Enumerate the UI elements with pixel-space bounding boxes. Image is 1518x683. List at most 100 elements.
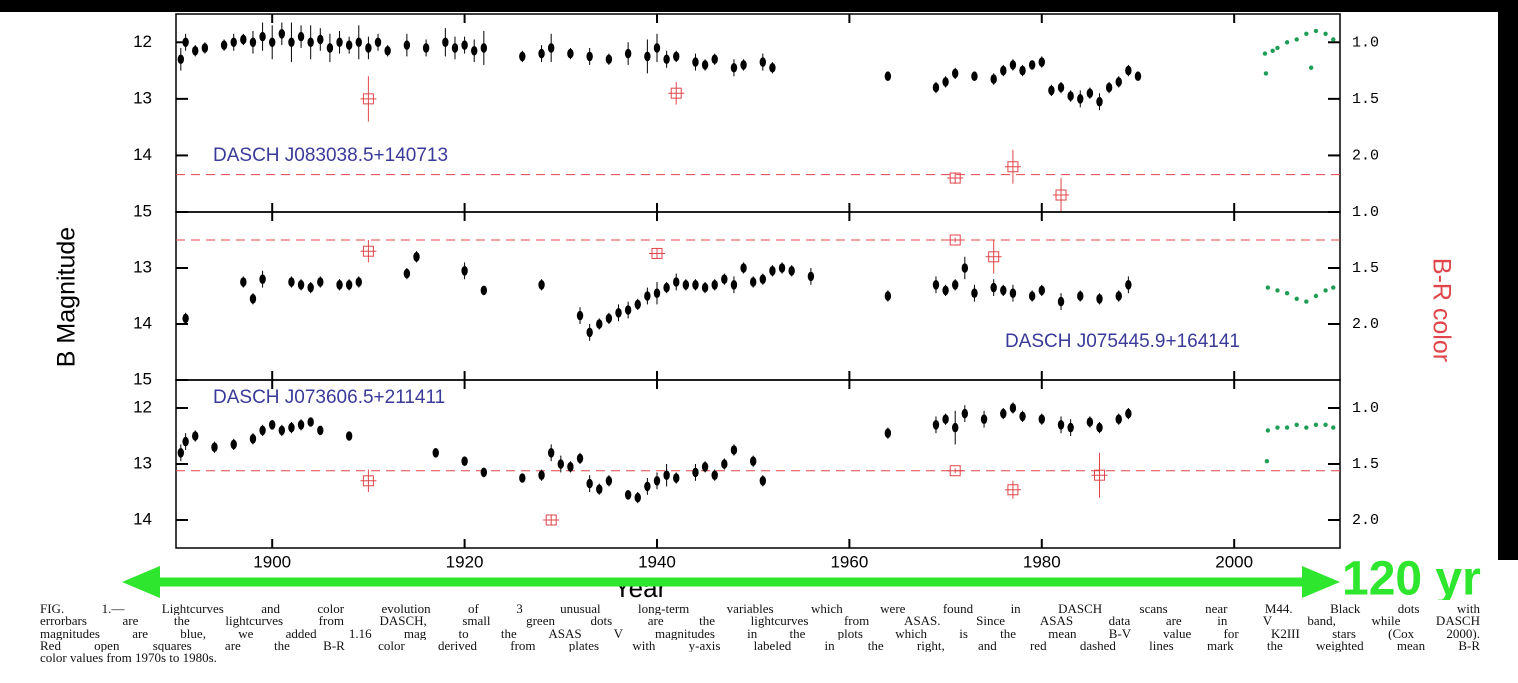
dasch-point <box>692 53 699 71</box>
asas-point <box>1270 48 1275 53</box>
asas-point <box>1284 425 1290 430</box>
dasch-point <box>1038 56 1045 68</box>
dot <box>1048 85 1055 96</box>
dot <box>480 285 488 296</box>
dasch-point <box>480 467 488 478</box>
dasch-point <box>336 279 343 291</box>
dot <box>692 57 699 67</box>
dot <box>249 37 257 48</box>
x-tick-label: 1940 <box>638 552 676 571</box>
dot <box>403 268 411 279</box>
dasch-point <box>1057 81 1065 94</box>
dasch-point <box>1019 64 1026 77</box>
dot <box>721 274 728 285</box>
dot <box>884 291 892 301</box>
dasch-point <box>605 53 613 65</box>
dot <box>1115 414 1122 425</box>
square <box>1055 189 1067 201</box>
dot <box>990 282 997 293</box>
dot <box>759 274 767 285</box>
dasch-point <box>1086 87 1094 99</box>
dot <box>422 43 430 53</box>
dot <box>952 422 959 433</box>
asas-point <box>1323 288 1328 293</box>
dasch-point <box>942 284 949 296</box>
dasch-point <box>759 475 767 487</box>
dasch-point <box>336 30 343 54</box>
color-point <box>947 465 964 477</box>
dasch-point <box>884 427 892 439</box>
dot <box>673 277 680 287</box>
dot <box>759 476 767 486</box>
dasch-point <box>422 39 430 57</box>
dot <box>596 484 603 495</box>
dasch-point <box>692 464 699 481</box>
dasch-point <box>461 36 468 54</box>
square <box>949 172 961 184</box>
y2-tick-label: 1.0 <box>1352 34 1379 51</box>
dasch-point <box>759 53 767 71</box>
dot <box>740 263 747 273</box>
frame-top <box>0 0 1518 12</box>
dot <box>932 420 940 430</box>
dasch-point <box>355 25 362 60</box>
dot <box>663 282 670 293</box>
dasch-point <box>952 279 959 291</box>
asas-point <box>1313 28 1319 34</box>
dasch-point <box>701 282 709 294</box>
dot <box>259 425 266 436</box>
dot <box>336 37 343 48</box>
dasch-point <box>990 73 997 85</box>
dot <box>480 467 488 478</box>
color-point <box>1004 149 1021 184</box>
dasch-point <box>365 36 372 60</box>
dasch-point <box>259 270 266 288</box>
asas-point <box>1294 422 1299 427</box>
dot <box>211 442 218 453</box>
asas-point <box>1331 425 1336 430</box>
arrow-label: 120 yr <box>1342 553 1481 600</box>
dot <box>990 74 997 84</box>
dasch-point <box>1125 64 1132 77</box>
dasch-point <box>1000 408 1007 420</box>
dasch-point <box>538 279 545 291</box>
asas-point <box>1304 299 1309 304</box>
dot <box>701 60 709 70</box>
dot <box>1067 91 1074 101</box>
dot <box>711 54 718 65</box>
dasch-point <box>1067 419 1074 436</box>
dot <box>1028 291 1036 301</box>
dasch-point <box>807 268 815 285</box>
dot <box>663 470 670 481</box>
dot <box>557 459 564 469</box>
dasch-point <box>1067 90 1074 102</box>
dot <box>932 280 940 290</box>
square <box>362 475 374 487</box>
dasch-point <box>1019 410 1026 422</box>
dasch-point <box>345 36 353 54</box>
dot <box>240 34 247 45</box>
dot <box>749 456 757 467</box>
dot <box>778 263 786 273</box>
dot <box>547 43 555 53</box>
dasch-point <box>730 276 738 294</box>
color-point <box>668 81 685 105</box>
dasch-point <box>345 279 353 291</box>
dasch-point <box>663 50 670 68</box>
dot <box>673 473 680 483</box>
x-tick-label: 1980 <box>1023 552 1061 571</box>
dasch-point <box>480 285 488 296</box>
dot <box>749 277 757 287</box>
dasch-point <box>596 318 603 330</box>
dasch-point <box>932 276 940 294</box>
dot <box>451 43 459 53</box>
dasch-point <box>1057 416 1065 434</box>
dasch-point <box>413 251 420 263</box>
dasch-point <box>451 36 459 60</box>
dot <box>307 417 314 427</box>
dot <box>644 291 651 301</box>
dot <box>624 48 632 59</box>
dot <box>682 280 690 290</box>
dot <box>1125 280 1132 290</box>
dot <box>788 266 795 276</box>
